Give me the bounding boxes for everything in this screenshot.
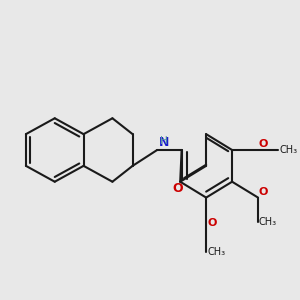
Text: O: O <box>172 182 183 195</box>
Text: CH₃: CH₃ <box>207 248 225 257</box>
Text: O: O <box>259 139 268 149</box>
Text: H: H <box>160 136 168 146</box>
Text: CH₃: CH₃ <box>259 217 277 227</box>
Text: N: N <box>159 136 169 148</box>
Text: CH₃: CH₃ <box>279 145 297 155</box>
Text: O: O <box>207 218 216 228</box>
Text: O: O <box>259 187 268 197</box>
